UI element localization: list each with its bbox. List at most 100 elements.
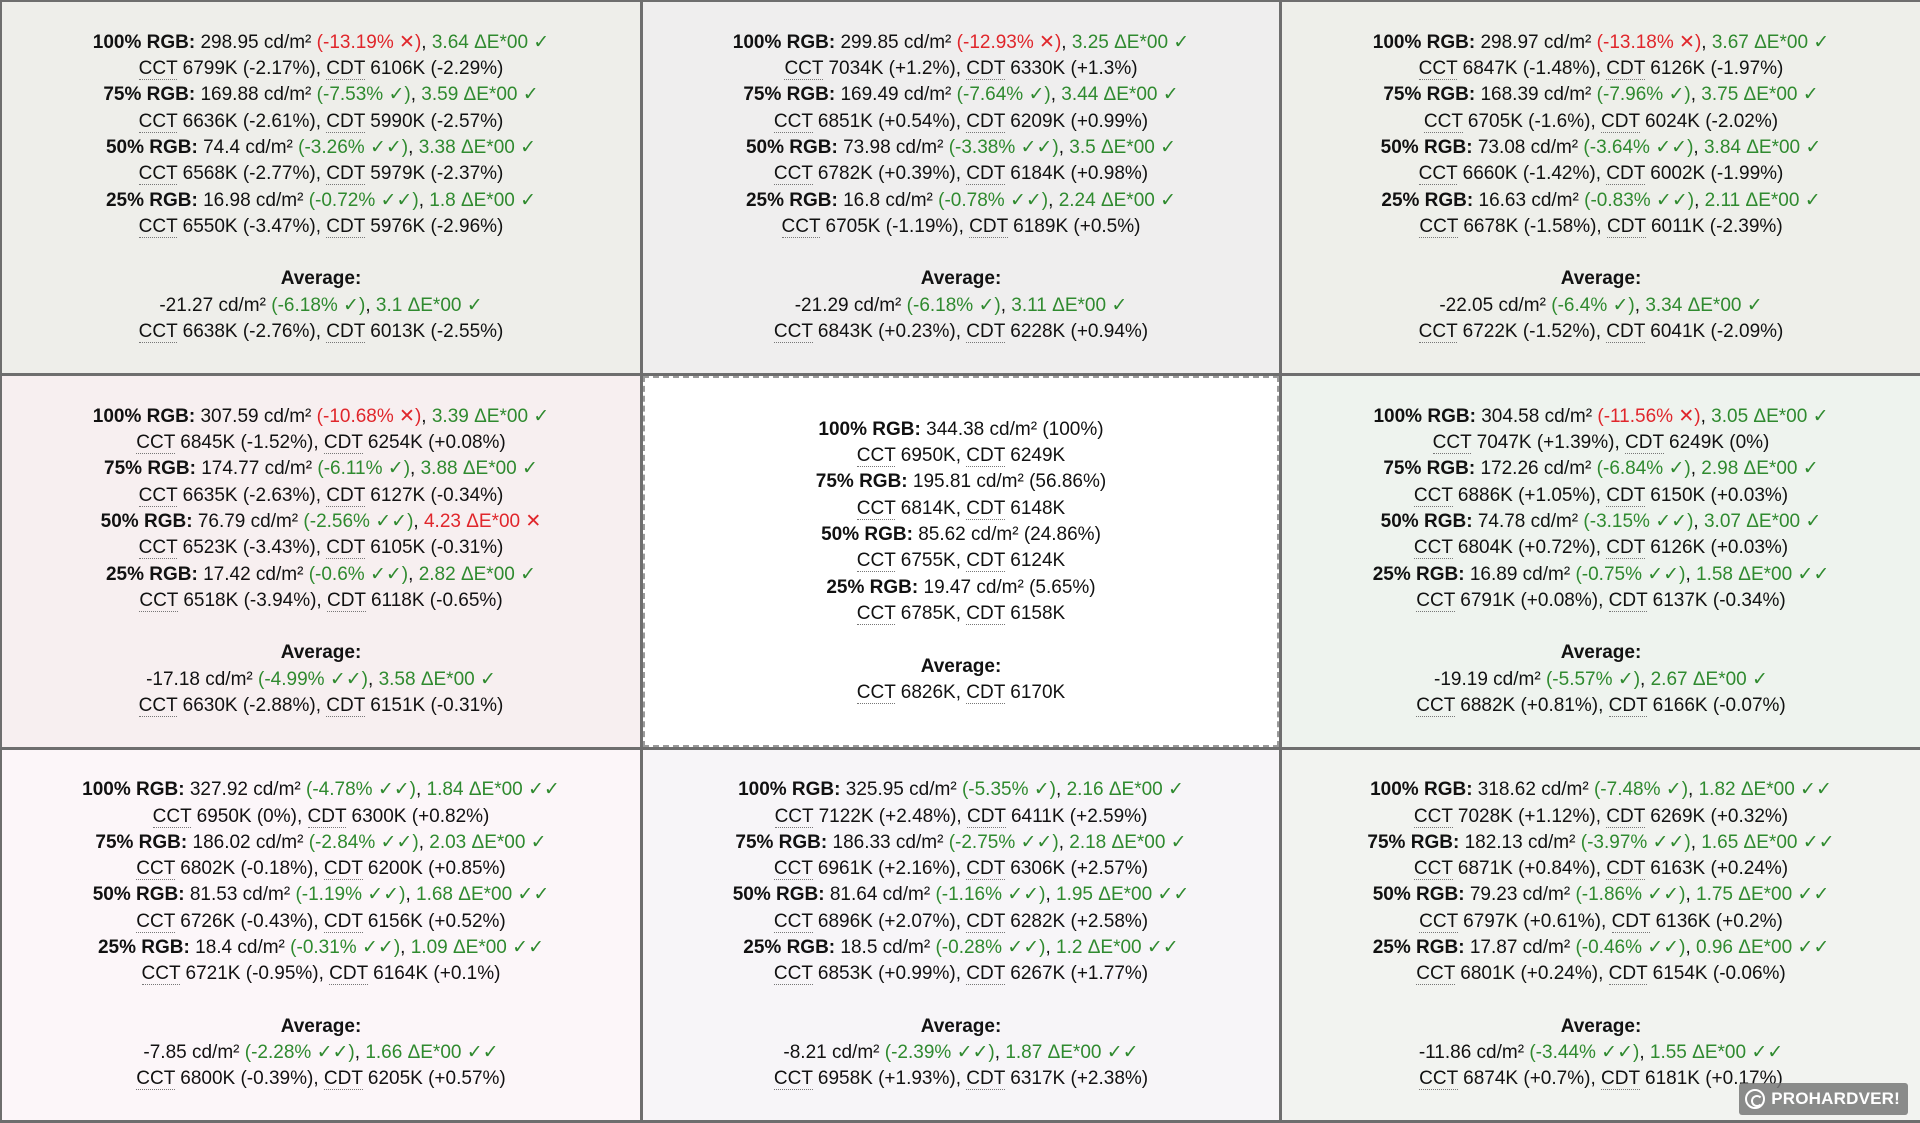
color-temp-line: CCT 7122K (+2.48%), CDT 6411K (+2.59%) bbox=[774, 805, 1148, 828]
cct-abbr: CCT bbox=[1418, 163, 1458, 186]
average-color-temp-line: CCT 6638K (-2.76%), CDT 6013K (-2.55%) bbox=[138, 320, 504, 343]
average-deviation: (-2.39% ✓✓) bbox=[884, 1042, 995, 1064]
level-label: 25% RGB: bbox=[105, 189, 198, 211]
average-delta-e: 3.1 ΔE*00 ✓ bbox=[375, 294, 483, 316]
luminance-line: 25% RGB: 17.87 cd/m² (-0.46% ✓✓), 0.96 Δ… bbox=[1372, 937, 1830, 958]
average-cct-value: 6958K (+1.93%) bbox=[817, 1068, 956, 1090]
cdt-abbr: CDT bbox=[1608, 963, 1648, 986]
luminance-deviation: (-7.48% ✓) bbox=[1593, 779, 1689, 801]
cct-value: 6845K (-1.52%) bbox=[180, 432, 314, 454]
delta-e-value: 3.67 ΔE*00 ✓ bbox=[1711, 31, 1830, 53]
cct-abbr: CCT bbox=[138, 163, 178, 186]
cct-value: 6871K (+0.84%) bbox=[1457, 858, 1596, 880]
cdt-abbr: CDT bbox=[966, 963, 1005, 986]
color-temp-line: CCT 6797K (+0.61%), CDT 6136K (+0.2%) bbox=[1419, 910, 1783, 933]
cdt-value: 6254K (+0.08%) bbox=[367, 432, 506, 454]
cct-value: 7122K (+2.48%) bbox=[818, 805, 957, 827]
cct-abbr: CCT bbox=[773, 1068, 813, 1091]
luminance-deviation: (-0.6% ✓✓) bbox=[308, 563, 409, 585]
luminance-deviation: (-7.64% ✓) bbox=[956, 84, 1051, 106]
cdt-abbr: CDT bbox=[323, 910, 363, 933]
cdt-value: 6127K (-0.34%) bbox=[370, 484, 504, 506]
cct-value: 6755K bbox=[900, 550, 956, 572]
average-heading: Average: bbox=[921, 1014, 1002, 1040]
color-temp-line: CCT 6726K (-0.43%), CDT 6156K (+0.52%) bbox=[136, 910, 506, 933]
delta-e-value: 3.5 ΔE*00 ✓ bbox=[1069, 136, 1177, 158]
delta-e-value: 2.18 ΔE*00 ✓ bbox=[1069, 831, 1187, 853]
luminance-deviation: (-2.84% ✓✓) bbox=[308, 831, 419, 853]
cdt-abbr: CDT bbox=[1601, 110, 1640, 133]
cdt-value: 6002K (-1.99%) bbox=[1650, 163, 1784, 185]
luminance-line: 25% RGB: 16.98 cd/m² (-0.72% ✓✓), 1.8 ΔE… bbox=[105, 189, 537, 211]
cct-value: 6705K (-1.19%) bbox=[825, 215, 959, 237]
cct-value: 6797K (+0.61%) bbox=[1463, 910, 1601, 932]
average-delta-e: 3.34 ΔE*00 ✓ bbox=[1645, 294, 1763, 316]
cct-abbr: CCT bbox=[773, 163, 813, 186]
average-cct-value: 6874K (+0.7%) bbox=[1463, 1068, 1591, 1090]
delta-e-value: 1.84 ΔE*00 ✓✓ bbox=[426, 779, 560, 801]
luminance-value: 186.33 cd/m² bbox=[832, 831, 944, 853]
level-label: 50% RGB: bbox=[1380, 136, 1473, 158]
average-label: Average: bbox=[920, 1015, 1002, 1037]
level-label: 25% RGB: bbox=[105, 563, 198, 585]
cdt-abbr: CDT bbox=[1606, 805, 1645, 828]
color-temp-line: CCT 6847K (-1.48%), CDT 6126K (-1.97%) bbox=[1418, 58, 1784, 81]
cct-abbr: CCT bbox=[1413, 484, 1453, 507]
watermark-text: PROHARDVER! bbox=[1771, 1089, 1900, 1108]
luminance-deviation: (-2.75% ✓✓) bbox=[948, 831, 1059, 853]
average-delta-e: 1.87 ΔE*00 ✓✓ bbox=[1005, 1042, 1139, 1064]
luminance-value: 74.78 cd/m² bbox=[1477, 510, 1579, 532]
cdt-abbr: CDT bbox=[1606, 163, 1645, 186]
average-luminance-line: -19.19 cd/m² (-5.57% ✓), 2.67 ΔE*00 ✓ bbox=[1434, 668, 1768, 690]
average-heading: Average: bbox=[281, 640, 362, 666]
luminance-deviation: (-3.97% ✓✓) bbox=[1580, 831, 1691, 853]
cdt-abbr: CDT bbox=[1606, 320, 1645, 343]
luminance-line: 75% RGB: 186.02 cd/m² (-2.84% ✓✓), 2.03 … bbox=[95, 831, 547, 853]
cdt-abbr: CDT bbox=[1601, 1068, 1640, 1091]
cct-value: 6550K (-3.47%) bbox=[182, 215, 316, 237]
luminance-value: 195.81 cd/m² bbox=[912, 471, 1024, 493]
cdt-abbr: CDT bbox=[1608, 589, 1648, 612]
color-temp-line: CCT 6705K (-1.19%), CDT 6189K (+0.5%) bbox=[781, 215, 1141, 238]
luminance-value: 16.98 cd/m² bbox=[203, 189, 304, 211]
luminance-line: 25% RGB: 16.8 cd/m² (-0.78% ✓✓), 2.24 ΔE… bbox=[745, 189, 1177, 211]
luminance-deviation: (-0.72% ✓✓) bbox=[308, 189, 419, 211]
cct-value: 6636K (-2.61%) bbox=[182, 110, 316, 132]
luminance-value: 304.58 cd/m² bbox=[1481, 405, 1593, 427]
cct-value: 6886K (+1.05%) bbox=[1457, 484, 1596, 506]
luminance-deviation: (5.65%) bbox=[1029, 576, 1096, 598]
cct-abbr: CCT bbox=[136, 432, 175, 455]
delta-e-value: 3.75 ΔE*00 ✓ bbox=[1701, 84, 1819, 106]
luminance-deviation: (-2.56% ✓✓) bbox=[303, 510, 414, 532]
luminance-line: 100% RGB: 344.38 cd/m² (100%) bbox=[818, 417, 1103, 443]
luminance-deviation: (-0.46% ✓✓) bbox=[1575, 937, 1686, 958]
cct-abbr: CCT bbox=[138, 537, 178, 560]
average-delta-e: 2.67 ΔE*00 ✓ bbox=[1650, 668, 1768, 690]
luminance-value: 344.38 cd/m² bbox=[926, 418, 1038, 440]
average-color-temp-line: CCT 6843K (+0.23%), CDT 6228K (+0.94%) bbox=[773, 320, 1149, 343]
average-cct-value: 6638K (-2.76%) bbox=[182, 320, 316, 342]
color-temp-line: CCT 6802K (-0.18%), CDT 6200K (+0.85%) bbox=[136, 858, 506, 881]
average-deviation: (-6.4% ✓) bbox=[1551, 294, 1635, 316]
measurement-panel: 100% RGB: 325.95 cd/m² (-5.35% ✓), 2.16 … bbox=[643, 750, 1279, 1120]
cct-value: 6804K (+0.72%) bbox=[1457, 537, 1596, 559]
color-temp-line: CCT 6721K (-0.95%), CDT 6164K (+0.1%) bbox=[141, 963, 501, 986]
level-label: 25% RGB: bbox=[743, 937, 836, 958]
watermark-badge: PROHARDVER! bbox=[1739, 1083, 1908, 1115]
delta-e-value: 0.96 ΔE*00 ✓✓ bbox=[1696, 937, 1830, 958]
color-temp-line: CCT 6871K (+0.84%), CDT 6163K (+0.24%) bbox=[1413, 858, 1789, 881]
luminance-value: 182.13 cd/m² bbox=[1464, 831, 1576, 853]
level-label: 50% RGB: bbox=[732, 884, 825, 906]
delta-e-value: 3.38 ΔE*00 ✓ bbox=[418, 136, 537, 158]
cct-value: 6791K (+0.08%) bbox=[1460, 589, 1599, 611]
delta-e-value: 1.2 ΔE*00 ✓✓ bbox=[1056, 937, 1179, 958]
level-label: 100% RGB: bbox=[1370, 779, 1473, 801]
cct-abbr: CCT bbox=[1413, 805, 1453, 828]
cdt-abbr: CDT bbox=[326, 110, 365, 133]
cct-abbr: CCT bbox=[136, 1068, 175, 1091]
luminance-line: 75% RGB: 186.33 cd/m² (-2.75% ✓✓), 2.18 … bbox=[735, 831, 1187, 853]
delta-e-value: 2.24 ΔE*00 ✓ bbox=[1058, 189, 1177, 211]
luminance-line: 25% RGB: 19.47 cd/m² (5.65%) bbox=[826, 575, 1095, 601]
luminance-deviation: (-1.19% ✓✓) bbox=[295, 884, 406, 906]
